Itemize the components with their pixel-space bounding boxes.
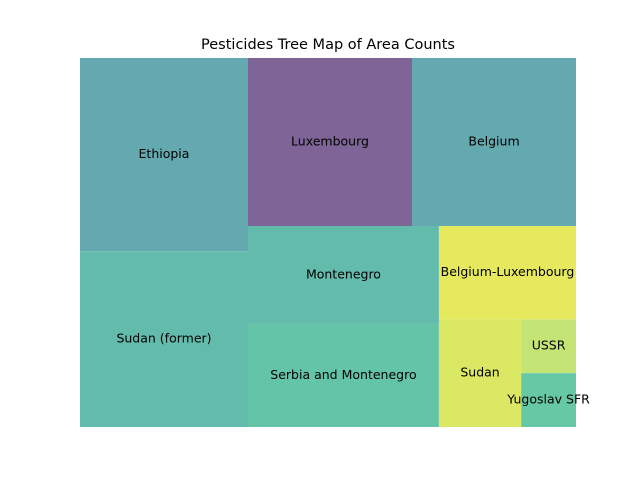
chart-title: Pesticides Tree Map of Area Counts xyxy=(201,37,455,53)
treemap-label-ethiopia: Ethiopia xyxy=(139,146,190,161)
treemap-label-luxembourg: Luxembourg xyxy=(291,134,369,149)
treemap-cell-sudan xyxy=(438,319,522,427)
treemap-label-sudan: Sudan xyxy=(460,365,499,380)
treemap-label-ussr: USSR xyxy=(532,338,566,353)
treemap-label-belgium: Belgium xyxy=(468,134,519,149)
treemap-cell-serbia-and-montenegro xyxy=(248,323,439,427)
treemap-cell-belgium xyxy=(412,58,576,226)
treemap-cell-luxembourg xyxy=(248,58,412,226)
treemap-label-serbia-and-montenegro: Serbia and Montenegro xyxy=(270,367,416,382)
treemap-label-yugoslav-sfr: Yugoslav SFR xyxy=(506,392,590,407)
treemap-label-montenegro: Montenegro xyxy=(306,266,381,281)
treemap-cell-montenegro xyxy=(248,226,439,324)
treemap-cell-belgium-luxembourg xyxy=(438,226,576,320)
treemap-label-belgium-luxembourg: Belgium-Luxembourg xyxy=(441,264,575,279)
treemap-cells: Ethiopia Sudan (former) Luxembourg Belgium M… xyxy=(80,58,590,427)
treemap-cell-ethiopia xyxy=(80,58,248,252)
treemap-cell-yugoslav-sfr xyxy=(521,373,576,427)
treemap-label-sudan-former: Sudan (former) xyxy=(116,331,211,346)
treemap-cell-ussr xyxy=(521,319,576,374)
treemap-cell-sudan-former xyxy=(80,251,248,427)
